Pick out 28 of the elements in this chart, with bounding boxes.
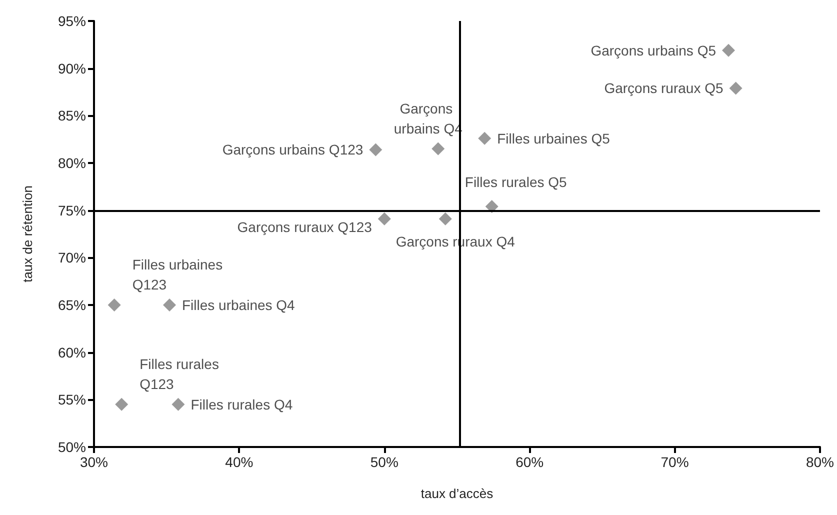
annotation: Filles rurales Q5 (464, 174, 568, 190)
annotation: Garçons urbains Q5 (590, 42, 716, 58)
annotation: Filles urbaines Q5 (497, 130, 610, 146)
annotation: Filles urbaines Q4 (182, 297, 296, 313)
annotation: Garçons urbains Q123 (222, 142, 364, 158)
y-tick-label: 65% (58, 297, 86, 313)
annotation: Garçons ruraux Q123 (237, 218, 372, 235)
y-tick-label: 90% (58, 60, 86, 76)
x-tick-label: 30% (80, 454, 108, 470)
y-tick-label: 80% (58, 155, 86, 171)
x-tick-label: 40% (225, 454, 254, 470)
x-tick-label: 60% (516, 454, 544, 470)
y-tick-label: 60% (58, 344, 86, 360)
annotation: Filles rurales Q123 (140, 356, 223, 392)
y-tick-label: 75% (58, 202, 86, 218)
x-tick-label: 80% (806, 454, 834, 470)
y-tick-label: 95% (58, 13, 86, 29)
y-tick-label: 55% (58, 392, 86, 408)
annotation: Filles urbaines Q123 (132, 256, 226, 292)
y-tick-label: 50% (58, 439, 86, 455)
annotation: Filles rurales Q4 (190, 396, 293, 412)
y-axis-title: taux de rétention (20, 186, 35, 282)
y-tick-label: 70% (58, 250, 86, 266)
annotation: Garçons ruraux Q5 (604, 80, 724, 96)
x-tick-label: 70% (660, 454, 689, 470)
x-axis-title: taux d’accès (420, 486, 494, 501)
y-tick-label: 85% (58, 108, 86, 124)
x-tick-label: 50% (370, 454, 398, 470)
